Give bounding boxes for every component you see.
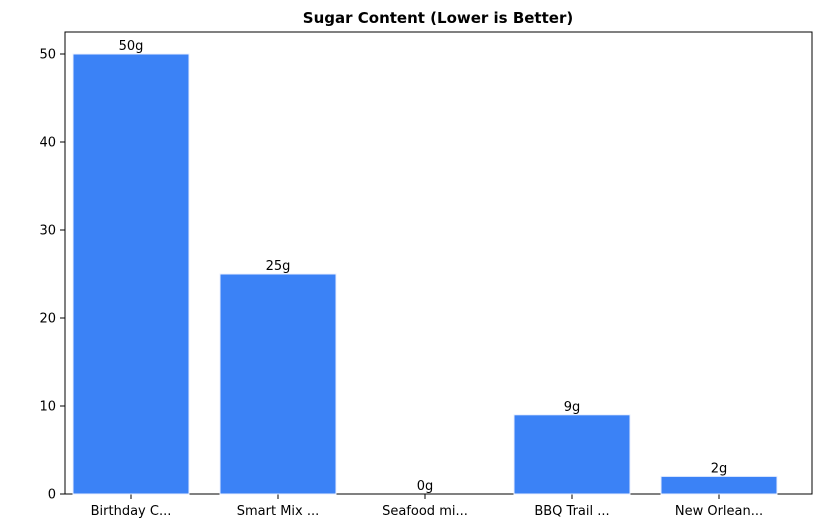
plot-frame (64, 31, 813, 495)
value-label: 9g (564, 400, 581, 415)
y-tick-label: 50 (39, 48, 56, 63)
bar (513, 414, 631, 495)
value-label: 25g (266, 259, 291, 274)
value-label: 2g (711, 461, 728, 476)
x-tick-label: New Orlean... (675, 504, 763, 519)
bar (660, 475, 778, 495)
y-tick-label: 30 (39, 224, 56, 239)
y-tick-label: 0 (48, 488, 56, 503)
value-label: 50g (119, 39, 144, 54)
x-tick-label: Seafood mi... (382, 504, 468, 519)
y-tick-label: 40 (39, 136, 56, 151)
y-tick-label: 20 (39, 312, 56, 327)
y-tick-label: 10 (39, 400, 56, 415)
bar (219, 273, 337, 495)
value-label: 0g (417, 479, 434, 494)
x-tick-label: BBQ Trail ... (534, 504, 609, 519)
x-tick-label: Smart Mix ... (237, 504, 320, 519)
bar (72, 53, 190, 495)
x-tick-label: Birthday C... (91, 504, 172, 519)
chart-title: Sugar Content (Lower is Better) (303, 9, 573, 27)
